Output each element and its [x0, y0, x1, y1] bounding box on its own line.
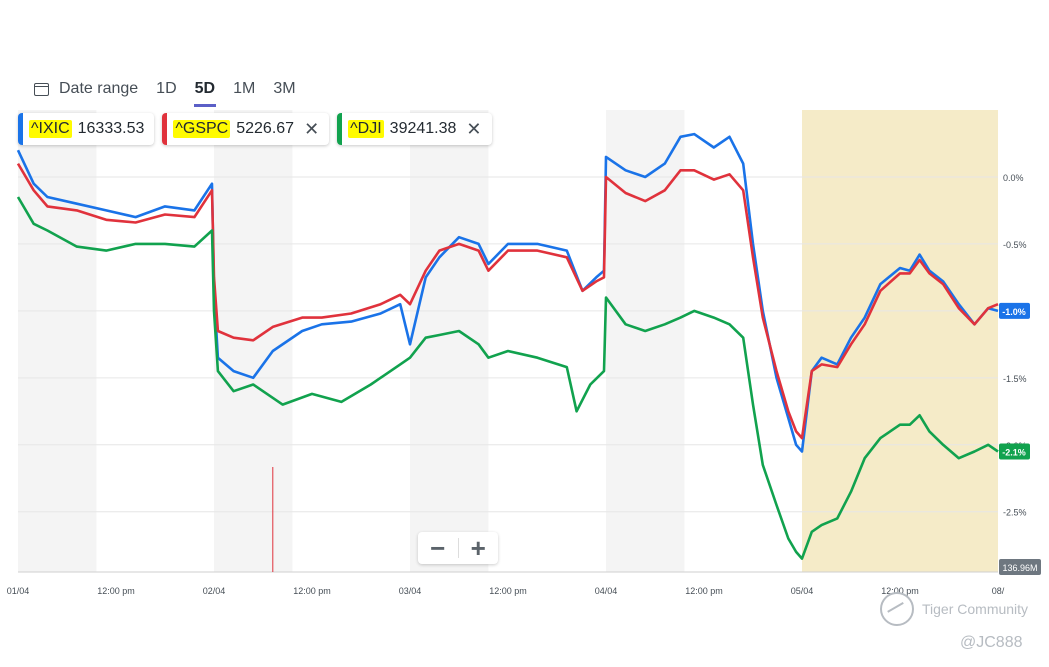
- x-tick-label: 12:00 pm: [881, 586, 919, 596]
- tiger-logo-icon: [880, 592, 914, 626]
- x-tick-label: 05/04: [791, 586, 814, 596]
- session-band: [18, 110, 97, 572]
- chip-value: 39241.38: [389, 120, 457, 137]
- x-tick-label: 12:00 pm: [489, 586, 527, 596]
- chip-color-bar: [18, 113, 23, 145]
- range-tab-1m[interactable]: 1M: [233, 80, 256, 97]
- x-tick-label: 08/: [992, 586, 1005, 596]
- x-tick-label: 12:00 pm: [293, 586, 331, 596]
- zoom-divider: [457, 538, 459, 558]
- y-tick-label: -2.5%: [1003, 508, 1027, 518]
- end-label: -1.0%: [1002, 307, 1026, 317]
- chip-gspc[interactable]: ^GSPC 5226.67 ✕: [162, 113, 330, 145]
- zoom-controls: − +: [418, 532, 498, 564]
- symbol-chips: ^IXIC 16333.53 ^GSPC 5226.67 ✕ ^DJI 3924…: [18, 113, 500, 145]
- series-line-dji: [16, 196, 999, 560]
- x-tick-label: 03/04: [399, 586, 422, 596]
- watermark-text: Tiger Community: [922, 601, 1029, 617]
- zoom-out-button[interactable]: −: [430, 533, 446, 563]
- range-tab-5d[interactable]: 5D: [193, 76, 217, 107]
- close-icon[interactable]: ✕: [466, 118, 482, 139]
- chip-dji[interactable]: ^DJI 39241.38 ✕: [337, 113, 492, 145]
- end-label: -2.1%: [1002, 447, 1026, 457]
- range-toolbar: Date range 1D 5D 1M 3M: [34, 76, 314, 107]
- range-tab-1d[interactable]: 1D: [156, 80, 177, 97]
- watermark: Tiger Community: [880, 592, 1028, 626]
- chip-color-bar: [337, 113, 343, 145]
- chip-value: 5226.67: [236, 120, 295, 137]
- x-tick-label: 12:00 pm: [685, 586, 723, 596]
- y-tick-label: -0.5%: [1003, 240, 1027, 250]
- chip-ixic[interactable]: ^IXIC 16333.53: [18, 113, 155, 145]
- watermark-user: @JC888: [960, 634, 1023, 651]
- calendar-icon: [34, 82, 49, 96]
- chip-value: 16333.53: [77, 120, 145, 137]
- x-tick-label: 02/04: [203, 586, 226, 596]
- x-tick-label: 12:00 pm: [97, 586, 135, 596]
- range-tab-3m[interactable]: 3M: [273, 80, 296, 97]
- zoom-in-button[interactable]: +: [470, 533, 486, 563]
- y-tick-label: -1.5%: [1003, 374, 1027, 384]
- end-label-box: [999, 302, 1030, 319]
- y-tick-label: 0.0%: [1003, 173, 1024, 183]
- chip-symbol: ^DJI: [348, 120, 384, 138]
- volume-readout-box: [999, 559, 1041, 575]
- close-icon[interactable]: ✕: [304, 118, 320, 139]
- chip-symbol: ^GSPC: [173, 120, 231, 138]
- latest-session-highlight: [802, 110, 998, 572]
- chip-color-bar: [162, 113, 168, 145]
- x-tick-label: 01/04: [7, 586, 30, 596]
- date-range-button[interactable]: Date range: [34, 76, 138, 102]
- x-tick-label: 04/04: [595, 586, 618, 596]
- chip-symbol: ^IXIC: [29, 120, 72, 138]
- volume-readout: 136.96M: [1002, 563, 1037, 573]
- date-range-label: Date range: [59, 80, 139, 97]
- end-label-box: [999, 443, 1030, 460]
- series-line-gspc: [16, 162, 999, 440]
